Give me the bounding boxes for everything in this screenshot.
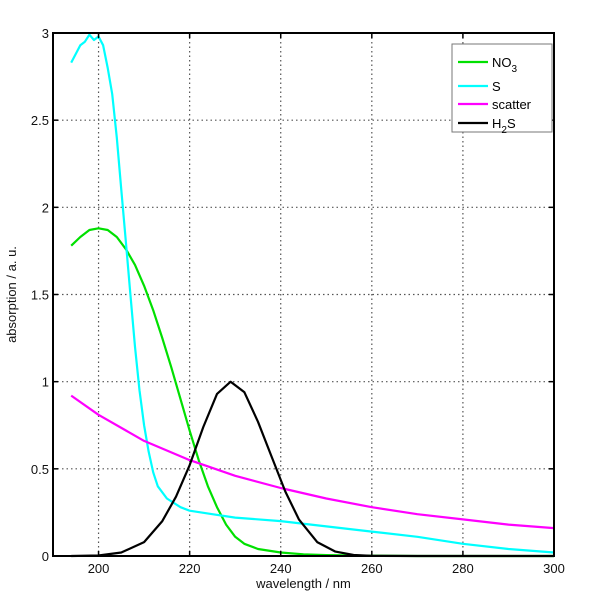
legend-item-h2s: H2S <box>458 116 516 136</box>
x-axis-label: wavelength / nm <box>255 576 351 591</box>
axis-ticks <box>53 32 555 557</box>
legend-box <box>451 43 553 133</box>
y-tick-labels: 0 0.5 1 1.5 2 2.5 3 <box>31 26 49 564</box>
legend-label: scatter <box>492 97 532 112</box>
legend-item-s: S <box>458 79 501 94</box>
y-tick-label: 2.5 <box>31 113 49 128</box>
x-tick-label: 300 <box>543 561 565 576</box>
x-tick-label: 200 <box>88 561 110 576</box>
legend-label: S <box>492 79 501 94</box>
x-tick-label: 260 <box>361 561 383 576</box>
y-tick-label: 0.5 <box>31 462 49 477</box>
x-tick-label: 240 <box>270 561 292 576</box>
legend-label: H2S <box>492 116 516 136</box>
series-line-s <box>70 33 555 554</box>
legend-item-no3: NO3 <box>458 55 518 75</box>
x-tick-label: 280 <box>452 561 474 576</box>
x-tick-label: 220 <box>179 561 201 576</box>
legend-label: NO3 <box>492 55 518 75</box>
y-tick-label: 2 <box>42 200 49 215</box>
y-tick-label: 3 <box>42 26 49 41</box>
series-line-scatter <box>70 394 555 530</box>
legend-item-scatter: scatter <box>458 97 532 112</box>
y-axis-label: absorption / a. u. <box>4 246 19 343</box>
grid-lines <box>53 33 554 556</box>
y-tick-label: 0 <box>42 549 49 564</box>
y-tick-label: 1.5 <box>31 288 49 303</box>
x-tick-labels: 200 220 240 260 280 300 <box>88 561 565 576</box>
y-tick-label: 1 <box>42 375 49 390</box>
